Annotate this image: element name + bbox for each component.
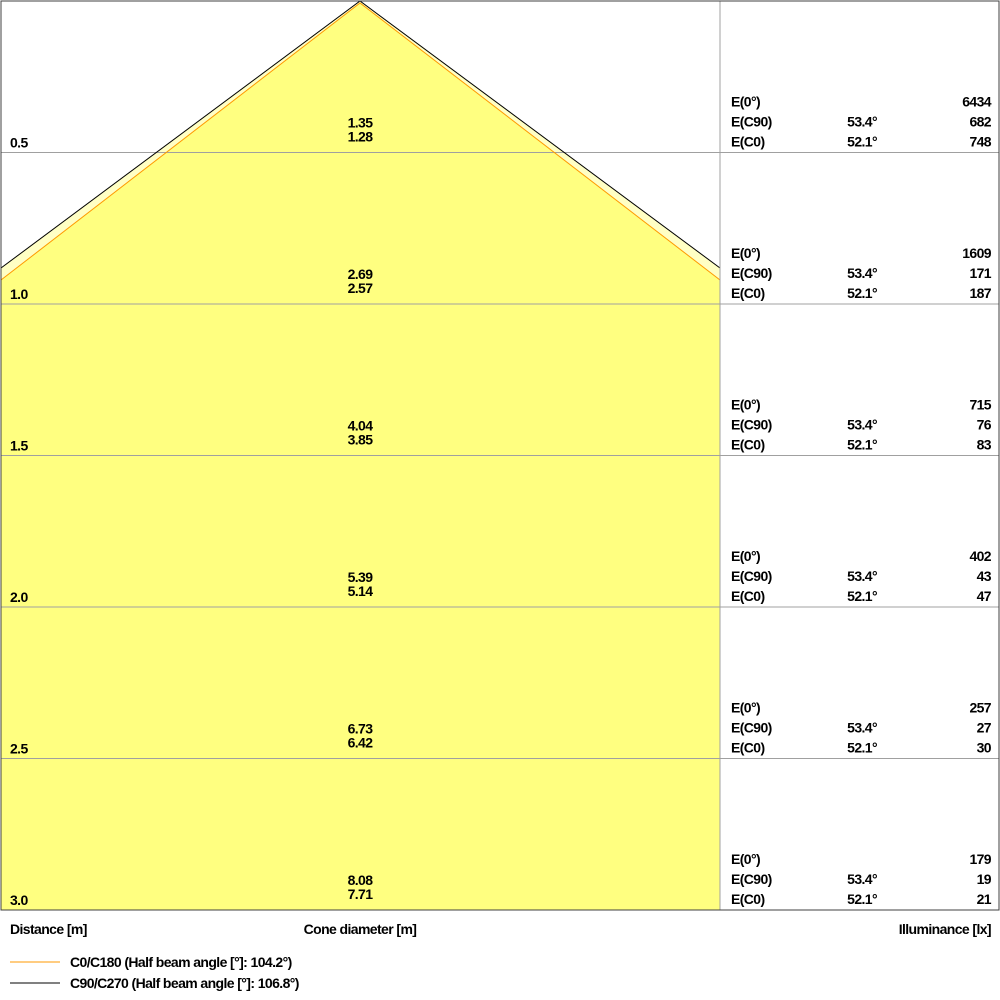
- cone-diameter-c0: 5.14: [348, 583, 374, 599]
- ec90-angle: 53.4°: [847, 871, 877, 887]
- ec90-value: 76: [977, 417, 992, 433]
- ec0-label: E(C0): [731, 891, 765, 907]
- cone-diameter-c90: 8.08: [348, 872, 374, 888]
- ec90-label: E(C90): [731, 265, 772, 281]
- distance-label: 1.0: [10, 286, 28, 302]
- ec0-label: E(C0): [731, 740, 765, 756]
- ec90-label: E(C90): [731, 720, 772, 736]
- ec0-label: E(C0): [731, 437, 765, 453]
- ec90-angle: 53.4°: [847, 265, 877, 281]
- e0-value: 1609: [962, 245, 992, 261]
- ec0-value: 47: [977, 588, 992, 604]
- ec90-value: 682: [969, 114, 991, 130]
- cone-diameter-c0: 6.42: [348, 735, 374, 751]
- ec0-value: 748: [969, 134, 991, 150]
- cone-diameter-c0: 7.71: [348, 886, 374, 902]
- ec0-value: 187: [969, 285, 991, 301]
- ec0-angle: 52.1°: [847, 891, 877, 907]
- cone-diameter-c0: 2.57: [348, 280, 374, 296]
- ec90-label: E(C90): [731, 114, 772, 130]
- ec90-angle: 53.4°: [847, 720, 877, 736]
- ec90-angle: 53.4°: [847, 114, 877, 130]
- cone-diameter-c90: 6.73: [348, 721, 374, 737]
- cone-diameter-axis-label: Cone diameter [m]: [304, 921, 417, 937]
- ec90-label: E(C90): [731, 871, 772, 887]
- distance-label: 2.5: [10, 741, 28, 757]
- e0-label: E(0°): [731, 397, 760, 413]
- cone-c0-area: [1, 3, 720, 910]
- frame: [0, 0, 1000, 911]
- ec0-angle: 52.1°: [847, 134, 877, 150]
- ec90-angle: 53.4°: [847, 417, 877, 433]
- ec0-angle: 52.1°: [847, 740, 877, 756]
- distance-label: 0.5: [10, 135, 28, 151]
- cone-diameter-c0: 1.28: [348, 129, 374, 145]
- ec0-label: E(C0): [731, 285, 765, 301]
- ec0-angle: 52.1°: [847, 588, 877, 604]
- e0-value: 402: [969, 548, 991, 564]
- e0-value: 179: [969, 851, 991, 867]
- ec90-value: 43: [977, 568, 992, 584]
- e0-value: 715: [969, 397, 991, 413]
- legend-label-c90: C90/C270 (Half beam angle [°]: 106.8°): [70, 975, 299, 991]
- ec0-label: E(C0): [731, 588, 765, 604]
- illuminance-axis-label: Illuminance [lx]: [899, 921, 991, 937]
- ec90-label: E(C90): [731, 568, 772, 584]
- e0-label: E(0°): [731, 94, 760, 110]
- ec90-value: 19: [977, 871, 992, 887]
- cone-diameter-c0: 3.85: [348, 432, 374, 448]
- e0-label: E(0°): [731, 700, 760, 716]
- c0-beam-line: [0, 2, 721, 281]
- ec0-value: 30: [977, 740, 992, 756]
- cone-diameter-c90: 2.69: [348, 266, 374, 282]
- ec90-angle: 53.4°: [847, 568, 877, 584]
- ec0-value: 83: [977, 437, 992, 453]
- distance-label: 2.0: [10, 589, 28, 605]
- ec0-value: 21: [977, 891, 992, 907]
- e0-value: 257: [969, 700, 991, 716]
- ec90-label: E(C90): [731, 417, 772, 433]
- cone-diameter-c90: 4.04: [348, 418, 374, 434]
- distance-label: 1.5: [10, 438, 28, 454]
- e0-value: 6434: [962, 94, 992, 110]
- e0-label: E(0°): [731, 851, 760, 867]
- ec0-angle: 52.1°: [847, 285, 877, 301]
- e0-label: E(0°): [731, 548, 760, 564]
- ec0-angle: 52.1°: [847, 437, 877, 453]
- cone-diameter-c90: 5.39: [348, 569, 374, 585]
- ec90-value: 27: [977, 720, 992, 736]
- cone-diameter-c90: 1.35: [348, 115, 374, 131]
- ec90-value: 171: [969, 265, 991, 281]
- legend-label-c0: C0/C180 (Half beam angle [°]: 104.2°): [70, 954, 292, 970]
- distance-label: 3.0: [10, 892, 28, 908]
- ec0-label: E(C0): [731, 134, 765, 150]
- e0-label: E(0°): [731, 245, 760, 261]
- distance-axis-label: Distance [m]: [10, 921, 87, 937]
